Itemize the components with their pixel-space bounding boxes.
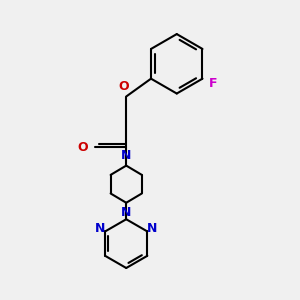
Text: N: N <box>121 149 131 162</box>
Text: N: N <box>121 206 131 219</box>
Text: F: F <box>209 76 218 90</box>
Text: N: N <box>95 222 105 235</box>
Text: O: O <box>78 140 88 154</box>
Text: N: N <box>147 222 158 235</box>
Text: O: O <box>119 80 130 93</box>
